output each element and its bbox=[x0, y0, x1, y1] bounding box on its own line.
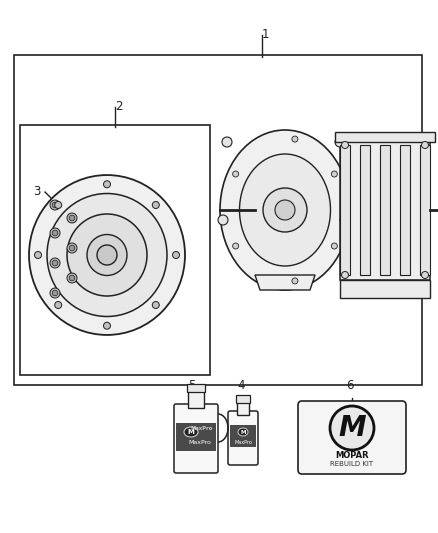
Text: 1: 1 bbox=[262, 28, 269, 41]
Bar bbox=[237, 401, 249, 415]
Circle shape bbox=[233, 171, 239, 177]
Circle shape bbox=[50, 228, 60, 238]
Bar bbox=[230, 425, 256, 447]
Circle shape bbox=[292, 136, 298, 142]
Circle shape bbox=[69, 215, 75, 221]
Text: MaxPro: MaxPro bbox=[234, 440, 252, 445]
Circle shape bbox=[69, 245, 75, 251]
Circle shape bbox=[342, 141, 349, 149]
Circle shape bbox=[275, 200, 295, 220]
Ellipse shape bbox=[220, 130, 350, 290]
Circle shape bbox=[103, 181, 110, 188]
Bar bbox=[188, 390, 204, 408]
Circle shape bbox=[332, 171, 337, 177]
Circle shape bbox=[233, 243, 239, 249]
Bar bbox=[360, 145, 370, 275]
Circle shape bbox=[55, 302, 62, 309]
Circle shape bbox=[330, 406, 374, 450]
Circle shape bbox=[50, 258, 60, 268]
Circle shape bbox=[173, 252, 180, 259]
Ellipse shape bbox=[87, 235, 127, 276]
Bar bbox=[420, 145, 430, 275]
Circle shape bbox=[50, 200, 60, 210]
Ellipse shape bbox=[47, 193, 167, 317]
Text: 2: 2 bbox=[115, 100, 123, 113]
Bar bbox=[340, 140, 430, 280]
Text: MOPAR: MOPAR bbox=[335, 450, 369, 459]
Circle shape bbox=[67, 213, 77, 223]
Bar bbox=[400, 145, 410, 275]
Circle shape bbox=[421, 271, 428, 279]
Bar bbox=[14, 55, 422, 385]
Circle shape bbox=[222, 137, 232, 147]
Circle shape bbox=[67, 273, 77, 283]
Circle shape bbox=[152, 302, 159, 309]
Text: 6: 6 bbox=[346, 379, 353, 392]
Bar bbox=[176, 423, 216, 451]
Circle shape bbox=[103, 322, 110, 329]
FancyBboxPatch shape bbox=[298, 401, 406, 474]
Circle shape bbox=[342, 271, 349, 279]
Circle shape bbox=[421, 141, 428, 149]
Polygon shape bbox=[255, 275, 315, 290]
Text: 4: 4 bbox=[237, 379, 244, 392]
Circle shape bbox=[263, 188, 307, 232]
Text: 3: 3 bbox=[33, 185, 40, 198]
Circle shape bbox=[35, 252, 42, 259]
Text: M: M bbox=[240, 430, 246, 434]
Text: M: M bbox=[187, 429, 194, 435]
Text: MaxPro: MaxPro bbox=[191, 426, 213, 432]
Circle shape bbox=[152, 201, 159, 208]
Bar bbox=[187, 384, 205, 392]
Ellipse shape bbox=[240, 154, 331, 266]
Bar bbox=[340, 280, 430, 298]
Ellipse shape bbox=[238, 428, 248, 436]
Circle shape bbox=[67, 243, 77, 253]
Circle shape bbox=[335, 137, 345, 147]
Circle shape bbox=[97, 245, 117, 265]
Text: 5: 5 bbox=[188, 379, 195, 392]
Circle shape bbox=[52, 202, 58, 208]
Circle shape bbox=[69, 275, 75, 281]
FancyBboxPatch shape bbox=[228, 411, 258, 465]
Text: MaxPro: MaxPro bbox=[189, 440, 212, 446]
Circle shape bbox=[218, 215, 228, 225]
FancyBboxPatch shape bbox=[174, 404, 218, 473]
Circle shape bbox=[50, 288, 60, 298]
Bar bbox=[20, 125, 210, 375]
Bar bbox=[380, 145, 390, 275]
Circle shape bbox=[52, 290, 58, 296]
Circle shape bbox=[52, 260, 58, 266]
Ellipse shape bbox=[29, 175, 185, 335]
Circle shape bbox=[55, 201, 62, 208]
Ellipse shape bbox=[184, 427, 198, 437]
Ellipse shape bbox=[67, 214, 147, 296]
Bar bbox=[236, 395, 250, 403]
Bar bbox=[340, 145, 350, 275]
Circle shape bbox=[52, 230, 58, 236]
Text: M: M bbox=[338, 414, 366, 442]
Bar bbox=[335, 132, 435, 142]
Text: REBUILD KIT: REBUILD KIT bbox=[330, 461, 374, 467]
Circle shape bbox=[292, 278, 298, 284]
Circle shape bbox=[332, 243, 337, 249]
Circle shape bbox=[340, 215, 350, 225]
